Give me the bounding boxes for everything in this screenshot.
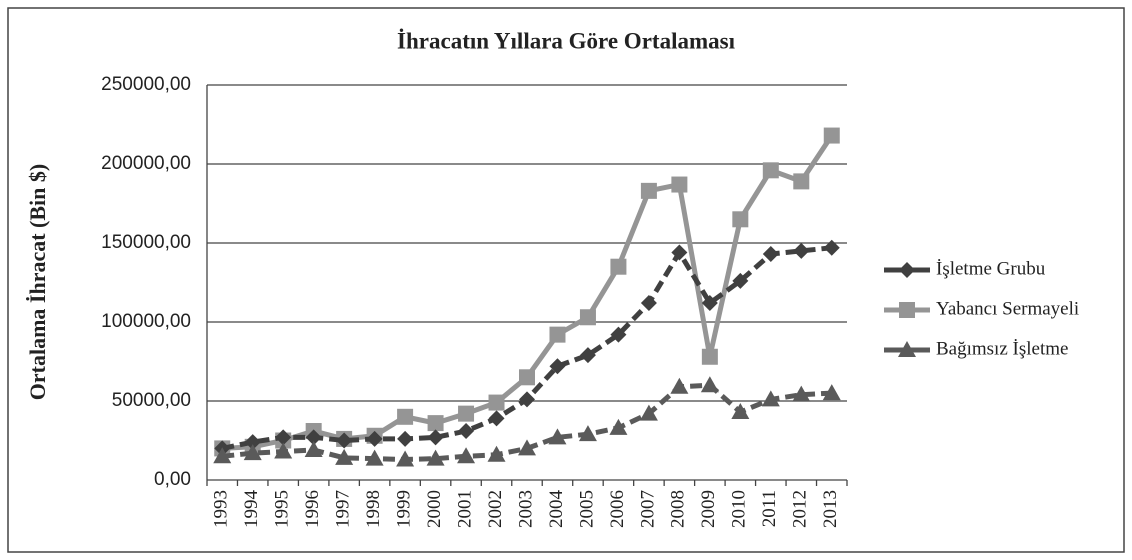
marker: [610, 258, 627, 275]
legend-label: İşletme Grubu: [936, 258, 1046, 279]
chart-title: İhracatın Yıllara Göre Ortalaması: [397, 28, 736, 53]
marker: [898, 341, 916, 357]
y-tick-label: 100000,00: [101, 311, 191, 332]
marker: [488, 410, 505, 427]
x-tick-label: 2003: [515, 490, 536, 528]
y-tick-label: 200000,00: [101, 153, 191, 174]
marker: [823, 127, 840, 144]
marker: [639, 404, 658, 421]
y-axis-label: Ortalama İhracat (Bin $): [25, 164, 50, 400]
x-tick-label: 2011: [759, 490, 780, 527]
marker: [519, 369, 535, 386]
marker: [275, 429, 292, 446]
marker: [732, 272, 749, 289]
marker: [823, 239, 840, 256]
marker: [427, 429, 444, 446]
x-tick-label: 1994: [241, 490, 262, 529]
marker: [762, 162, 779, 179]
marker: [700, 376, 719, 393]
x-tick-label: 1999: [393, 490, 414, 528]
marker: [396, 450, 415, 467]
marker: [458, 423, 475, 440]
marker: [548, 428, 567, 445]
y-tick-label: 0,00: [154, 469, 191, 490]
marker: [640, 295, 657, 312]
marker: [731, 403, 750, 420]
marker: [761, 390, 780, 407]
marker: [579, 309, 596, 326]
marker: [397, 408, 414, 425]
x-tick-label: 2010: [729, 490, 750, 528]
marker: [670, 377, 689, 394]
marker: [549, 326, 566, 343]
marker: [335, 448, 354, 465]
marker: [397, 430, 414, 447]
x-tick-label: 1996: [302, 490, 323, 528]
x-tick-label: 2012: [790, 490, 811, 528]
x-tick-label: 1997: [333, 490, 354, 528]
x-tick-label: 2005: [576, 490, 597, 528]
marker: [822, 384, 841, 401]
marker: [427, 415, 444, 432]
marker: [488, 394, 505, 411]
y-tick-label: 150000,00: [101, 232, 191, 253]
marker: [519, 391, 535, 408]
x-tick-label: 2013: [820, 490, 841, 528]
marker: [274, 442, 293, 459]
marker: [366, 430, 383, 447]
x-tick-label: 2006: [607, 490, 628, 528]
x-tick-label: 1995: [272, 490, 293, 528]
marker: [213, 447, 232, 464]
marker: [365, 449, 384, 466]
marker: [458, 405, 475, 422]
x-tick-label: 2000: [424, 490, 445, 528]
marker: [640, 182, 657, 199]
marker: [792, 385, 811, 402]
marker: [610, 326, 627, 343]
marker: [426, 449, 445, 466]
x-tick-label: 2007: [637, 490, 658, 528]
x-tick-label: 2009: [698, 490, 719, 528]
x-tick-label: 2001: [454, 490, 475, 528]
legend-label: Yabancı Sermayeli: [936, 298, 1079, 319]
marker: [487, 445, 506, 462]
marker: [899, 302, 915, 318]
marker: [671, 176, 688, 193]
legend-label: Bağımsız İşletme: [936, 338, 1068, 359]
marker: [244, 434, 261, 451]
marker: [518, 439, 536, 456]
x-tick-label: 1993: [211, 490, 232, 528]
marker: [578, 425, 597, 442]
marker: [579, 347, 596, 364]
x-tick-label: 2002: [485, 490, 506, 528]
x-tick-label: 1998: [363, 490, 384, 528]
x-tick-label: 2008: [668, 490, 689, 528]
marker: [336, 432, 353, 449]
marker: [243, 444, 262, 461]
marker: [305, 429, 322, 446]
series: [214, 239, 840, 457]
frame: [7, 7, 1125, 553]
marker: [899, 262, 915, 278]
marker: [671, 244, 688, 261]
marker: [793, 242, 810, 259]
marker: [762, 246, 779, 263]
y-tick-label: 250000,00: [101, 74, 191, 95]
marker: [732, 211, 749, 228]
y-tick-label: 50000,00: [112, 390, 191, 411]
marker: [701, 348, 718, 365]
marker: [701, 295, 718, 312]
marker: [609, 418, 628, 435]
x-tick-label: 2004: [546, 490, 567, 529]
marker: [457, 447, 476, 464]
series: [213, 376, 841, 467]
marker: [549, 358, 566, 375]
marker: [304, 440, 323, 457]
marker: [793, 173, 810, 190]
